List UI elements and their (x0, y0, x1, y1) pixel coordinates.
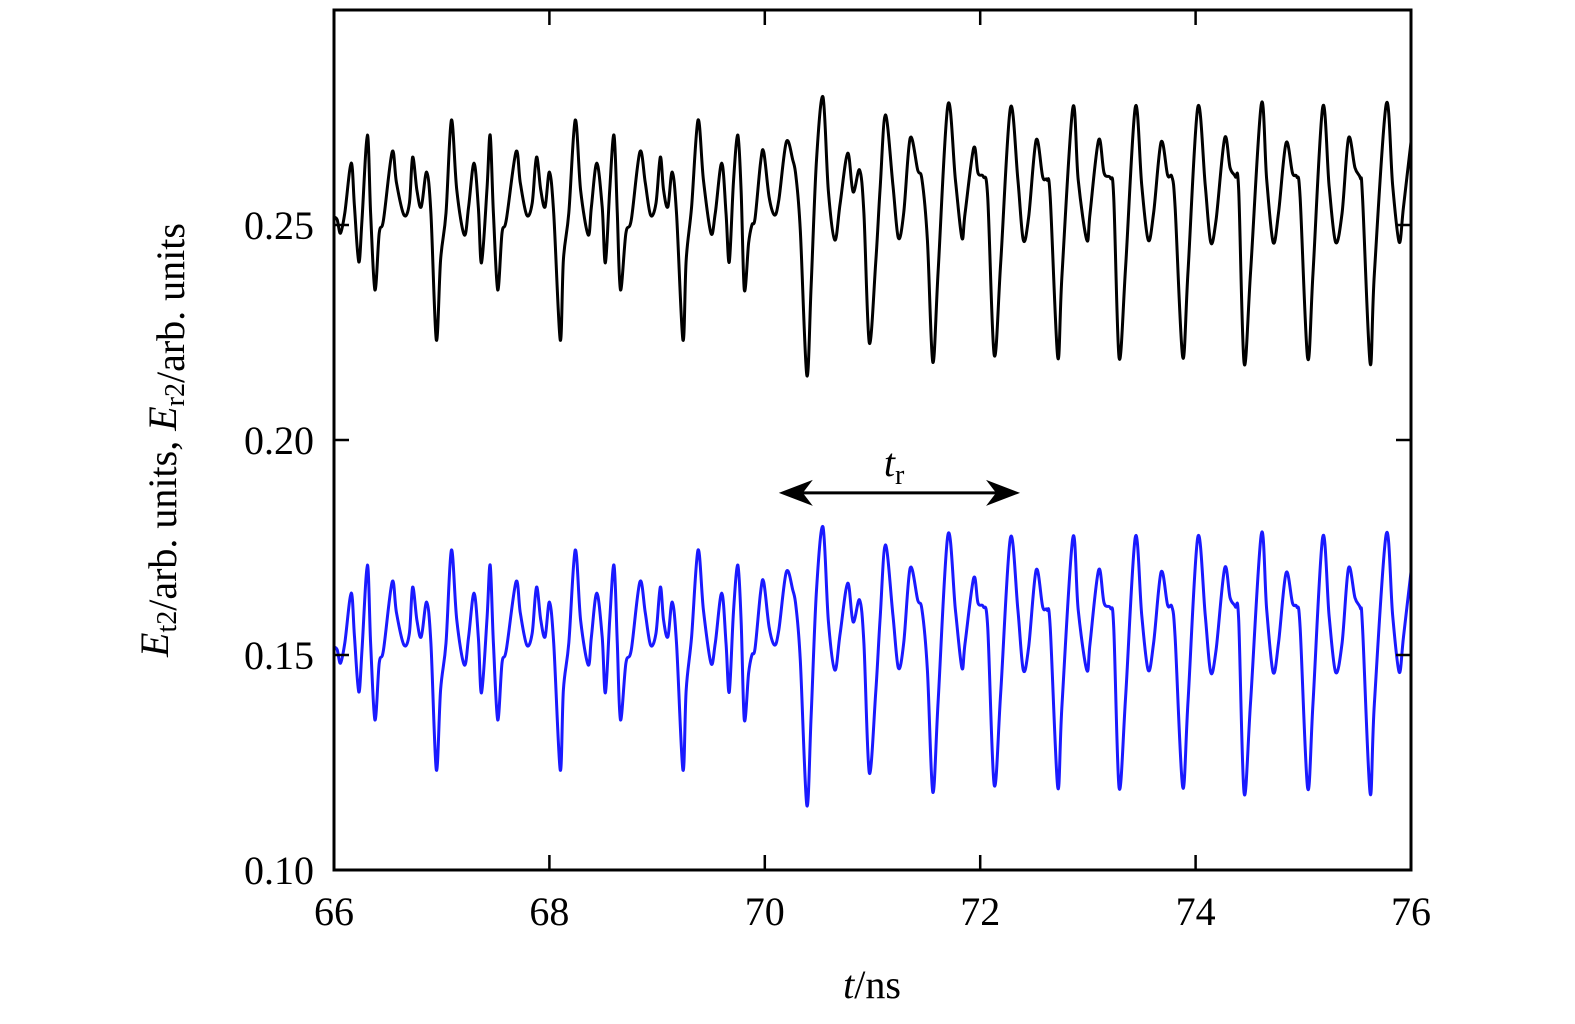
label-part: E (132, 633, 177, 658)
y-tick-label: 0.10 (244, 848, 314, 893)
label-part: r (895, 460, 905, 491)
x-tick-label: 74 (1176, 889, 1216, 934)
annotation-layer: tr (778, 440, 1021, 506)
series-line-1 (332, 95, 1413, 378)
label-part: t2 (152, 611, 183, 633)
label-part: /arb. units (148, 223, 193, 383)
x-tick-label: 70 (745, 889, 785, 934)
label-part: t (884, 440, 896, 485)
label-part: /ns (854, 962, 901, 1007)
x-tick-label: 72 (960, 889, 1000, 934)
x-axis-label: t/ns (843, 962, 901, 1007)
y-tick-label: 0.15 (244, 633, 314, 678)
y-tick-label: 0.25 (244, 203, 314, 248)
series-line-2 (332, 525, 1413, 808)
y-axis-label: Et2/arb. units, Er2/arb. units (132, 223, 193, 658)
x-tick-label: 66 (314, 889, 354, 934)
label-part: /arb. units, (140, 431, 185, 611)
x-tick-label: 68 (529, 889, 569, 934)
series-layer (332, 95, 1413, 808)
annotation-label: tr (884, 440, 905, 491)
arrow-head-left (778, 479, 813, 506)
label-part: t (843, 962, 855, 1007)
arrow-head-right (986, 479, 1021, 506)
label-part: r2 (160, 383, 191, 406)
tick-layer: 66 68 70 72 74 76 0.10 0.15 0.20 0.25 (244, 10, 1431, 934)
label-part: E (140, 406, 185, 431)
y-tick-label: 0.20 (244, 418, 314, 463)
x-tick-label: 76 (1391, 889, 1431, 934)
